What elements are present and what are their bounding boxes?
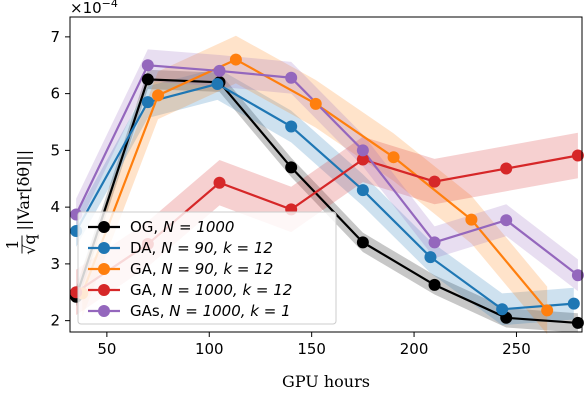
point-series-1-6 <box>496 303 509 316</box>
point-series-3-2 <box>213 176 226 189</box>
y-axis-ticks: 2 3 4 5 6 7 <box>50 28 70 330</box>
point-series-3-5 <box>428 175 441 188</box>
point-series-4-3 <box>285 71 298 84</box>
y-tick-label-3: 5 <box>50 141 60 159</box>
band-series-2 <box>82 35 548 335</box>
point-series-2-2 <box>229 53 242 66</box>
y-tick-label-0: 2 <box>50 312 60 330</box>
point-series-1-3 <box>285 120 298 133</box>
point-series-4-5 <box>428 236 441 249</box>
legend-label-0: OG, N = 1000 <box>130 218 234 236</box>
legend-box <box>77 211 337 325</box>
legend-label-4: GAs, N = 1000, k = 1 <box>130 302 291 320</box>
point-series-0-5 <box>428 278 441 291</box>
point-series-0-1 <box>141 73 154 86</box>
point-series-4-6 <box>500 214 513 227</box>
x-axis-label: GPU hours <box>282 372 370 391</box>
line-series-0 <box>75 78 578 325</box>
point-series-1-2 <box>211 77 224 90</box>
point-series-4-4 <box>356 144 369 157</box>
band-series-1 <box>76 68 574 326</box>
y-tick-label-2: 4 <box>50 198 60 216</box>
point-series-1-7 <box>567 297 580 310</box>
point-series-1-4 <box>356 184 369 197</box>
point-series-4-7 <box>571 269 584 282</box>
legend-marker-4 <box>98 305 110 317</box>
x-tick-label-0: 50 <box>97 340 116 358</box>
x-tick-label-3: 200 <box>400 340 429 358</box>
y-label-expression: ||Var[δθ]|| <box>14 150 33 231</box>
point-series-1-1 <box>141 96 154 109</box>
x-tick-label-2: 150 <box>297 340 326 358</box>
y-tick-label-1: 3 <box>50 255 60 273</box>
legend-label-2: GA, N = 90, k = 12 <box>130 260 273 278</box>
point-series-3-6 <box>500 162 513 175</box>
legend-marker-1 <box>98 242 110 254</box>
point-series-0-4 <box>356 236 369 249</box>
x-tick-label-1: 100 <box>195 340 224 358</box>
point-series-0-7 <box>571 316 584 329</box>
point-series-4-2 <box>213 64 226 77</box>
point-series-0-3 <box>285 161 298 174</box>
band-series-0 <box>76 69 578 333</box>
legend-marker-2 <box>98 263 110 275</box>
point-series-3-4 <box>356 153 369 166</box>
point-series-3-7 <box>571 149 584 162</box>
point-series-2-3 <box>309 97 322 110</box>
plot-frame <box>69 16 583 333</box>
point-series-2-5 <box>465 213 478 226</box>
point-series-2-1 <box>152 89 165 102</box>
x-axis-ticks: 50 100 150 200 250 <box>97 332 531 358</box>
point-series-1-5 <box>424 251 437 264</box>
y-tick-label-5: 7 <box>50 28 60 46</box>
y-axis-label: 1√q ||Var[δθ]|| <box>3 150 39 255</box>
point-series-2-4 <box>387 151 400 164</box>
y-tick-label-4: 6 <box>50 85 60 103</box>
y-axis-exponent: ×10−4 <box>70 0 118 17</box>
legend-marker-3 <box>98 284 110 296</box>
legend-marker-0 <box>98 221 110 233</box>
series-markers <box>70 53 584 329</box>
legend: OG, N = 1000 DA, N = 90, k = 12 GA, N = 90… <box>77 211 337 325</box>
point-series-4-1 <box>141 59 154 72</box>
legend-label-3: GA, N = 1000, k = 12 <box>130 281 292 299</box>
legend-label-1: DA, N = 90, k = 12 <box>130 239 273 257</box>
line-series-4 <box>75 64 579 277</box>
y-label-fraction-numerator: 1 <box>3 239 22 249</box>
y-label-fraction-denominator: √q <box>20 234 39 254</box>
x-tick-label-4: 250 <box>502 340 531 358</box>
band-series-4 <box>76 49 578 292</box>
point-series-2-6 <box>541 304 554 317</box>
